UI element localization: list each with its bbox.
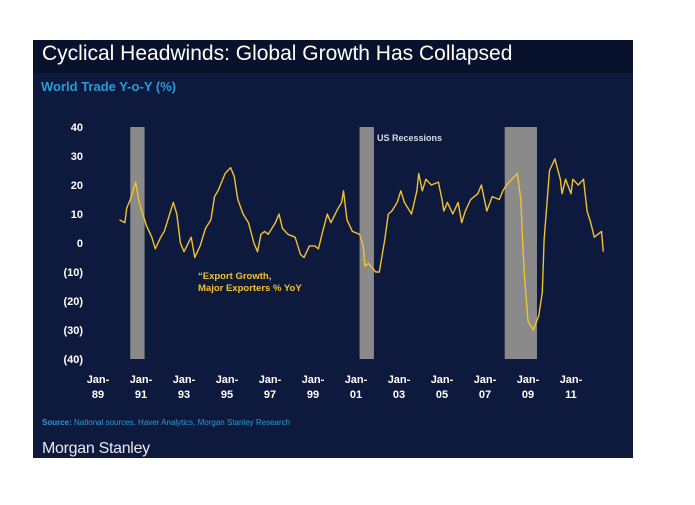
source-note: Source: National sources, Haver Analytic… (42, 418, 290, 427)
x-tick-label: 95 (221, 389, 233, 401)
x-tick-label: Jan- (345, 374, 368, 386)
x-tick-label: 05 (436, 389, 448, 401)
export-growth-line (119, 158, 604, 331)
page-title: Cyclical Headwinds: Global Growth Has Co… (42, 42, 513, 65)
x-tick-label: Jan- (560, 374, 583, 386)
line-chart: US Recessions 40 30 20 10 0 (10) (20) (30) (40) Ja… (63, 122, 604, 401)
title-bar: Cyclical Headwinds: Global Growth Has Co… (33, 40, 633, 73)
x-tick-label: Jan- (87, 374, 110, 386)
x-tick-label: Jan- (474, 374, 497, 386)
y-tick-label: 0 (77, 238, 83, 250)
x-tick-label: 09 (522, 389, 534, 401)
x-tick-label: Jan- (173, 374, 196, 386)
morgan-stanley-logo: Morgan Stanley (42, 440, 150, 457)
y-tick-label: (40) (63, 354, 83, 366)
source-label: Source: (42, 418, 72, 427)
x-tick-label: Jan- (302, 374, 325, 386)
source-text: National sources, Haver Analytics, Morga… (71, 418, 291, 427)
y-tick-label: 10 (71, 209, 83, 221)
recession-bar (359, 127, 374, 359)
x-tick-label: 01 (350, 389, 362, 401)
recession-legend-label: US Recessions (377, 133, 442, 143)
x-tick-label: Jan- (216, 374, 239, 386)
y-tick-label: 30 (71, 151, 83, 163)
x-tick-label: 11 (565, 389, 577, 401)
x-tick-label: 03 (393, 389, 405, 401)
x-tick-label: 07 (479, 389, 491, 401)
y-tick-label: 20 (71, 180, 83, 192)
chart-panel: Cyclical Headwinds: Global Growth Has Co… (33, 40, 633, 458)
x-tick-label: Jan- (431, 374, 454, 386)
x-tick-label: 89 (92, 389, 104, 401)
x-tick-label: 99 (307, 389, 319, 401)
recession-bar (504, 127, 537, 359)
recession-bar (130, 127, 145, 359)
series-annotation: “Export Growth, (198, 271, 271, 282)
y-tick-label: (10) (63, 267, 83, 279)
x-tick-label: Jan- (517, 374, 540, 386)
y-tick-label: 40 (71, 122, 83, 134)
y-tick-label: (20) (63, 296, 83, 308)
chart-title: World Trade Y-o-Y (%) (41, 79, 177, 94)
x-tick-label: 97 (264, 389, 276, 401)
y-tick-label: (30) (63, 325, 83, 337)
x-tick-label: Jan- (130, 374, 153, 386)
x-tick-label: 91 (135, 389, 147, 401)
x-tick-label: Jan- (388, 374, 411, 386)
series-annotation: Major Exporters % YoY (198, 283, 302, 294)
x-tick-label: 93 (178, 389, 190, 401)
x-tick-label: Jan- (259, 374, 282, 386)
